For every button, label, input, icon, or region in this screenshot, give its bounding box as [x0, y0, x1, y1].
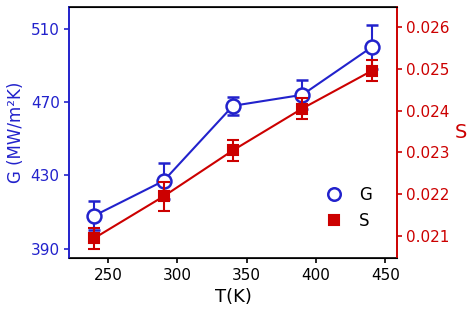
Legend: G, S: G, S [310, 179, 378, 237]
X-axis label: T(K): T(K) [215, 288, 251, 306]
Y-axis label: G (MW/m²K): G (MW/m²K) [7, 82, 25, 183]
Y-axis label: S: S [455, 123, 467, 142]
